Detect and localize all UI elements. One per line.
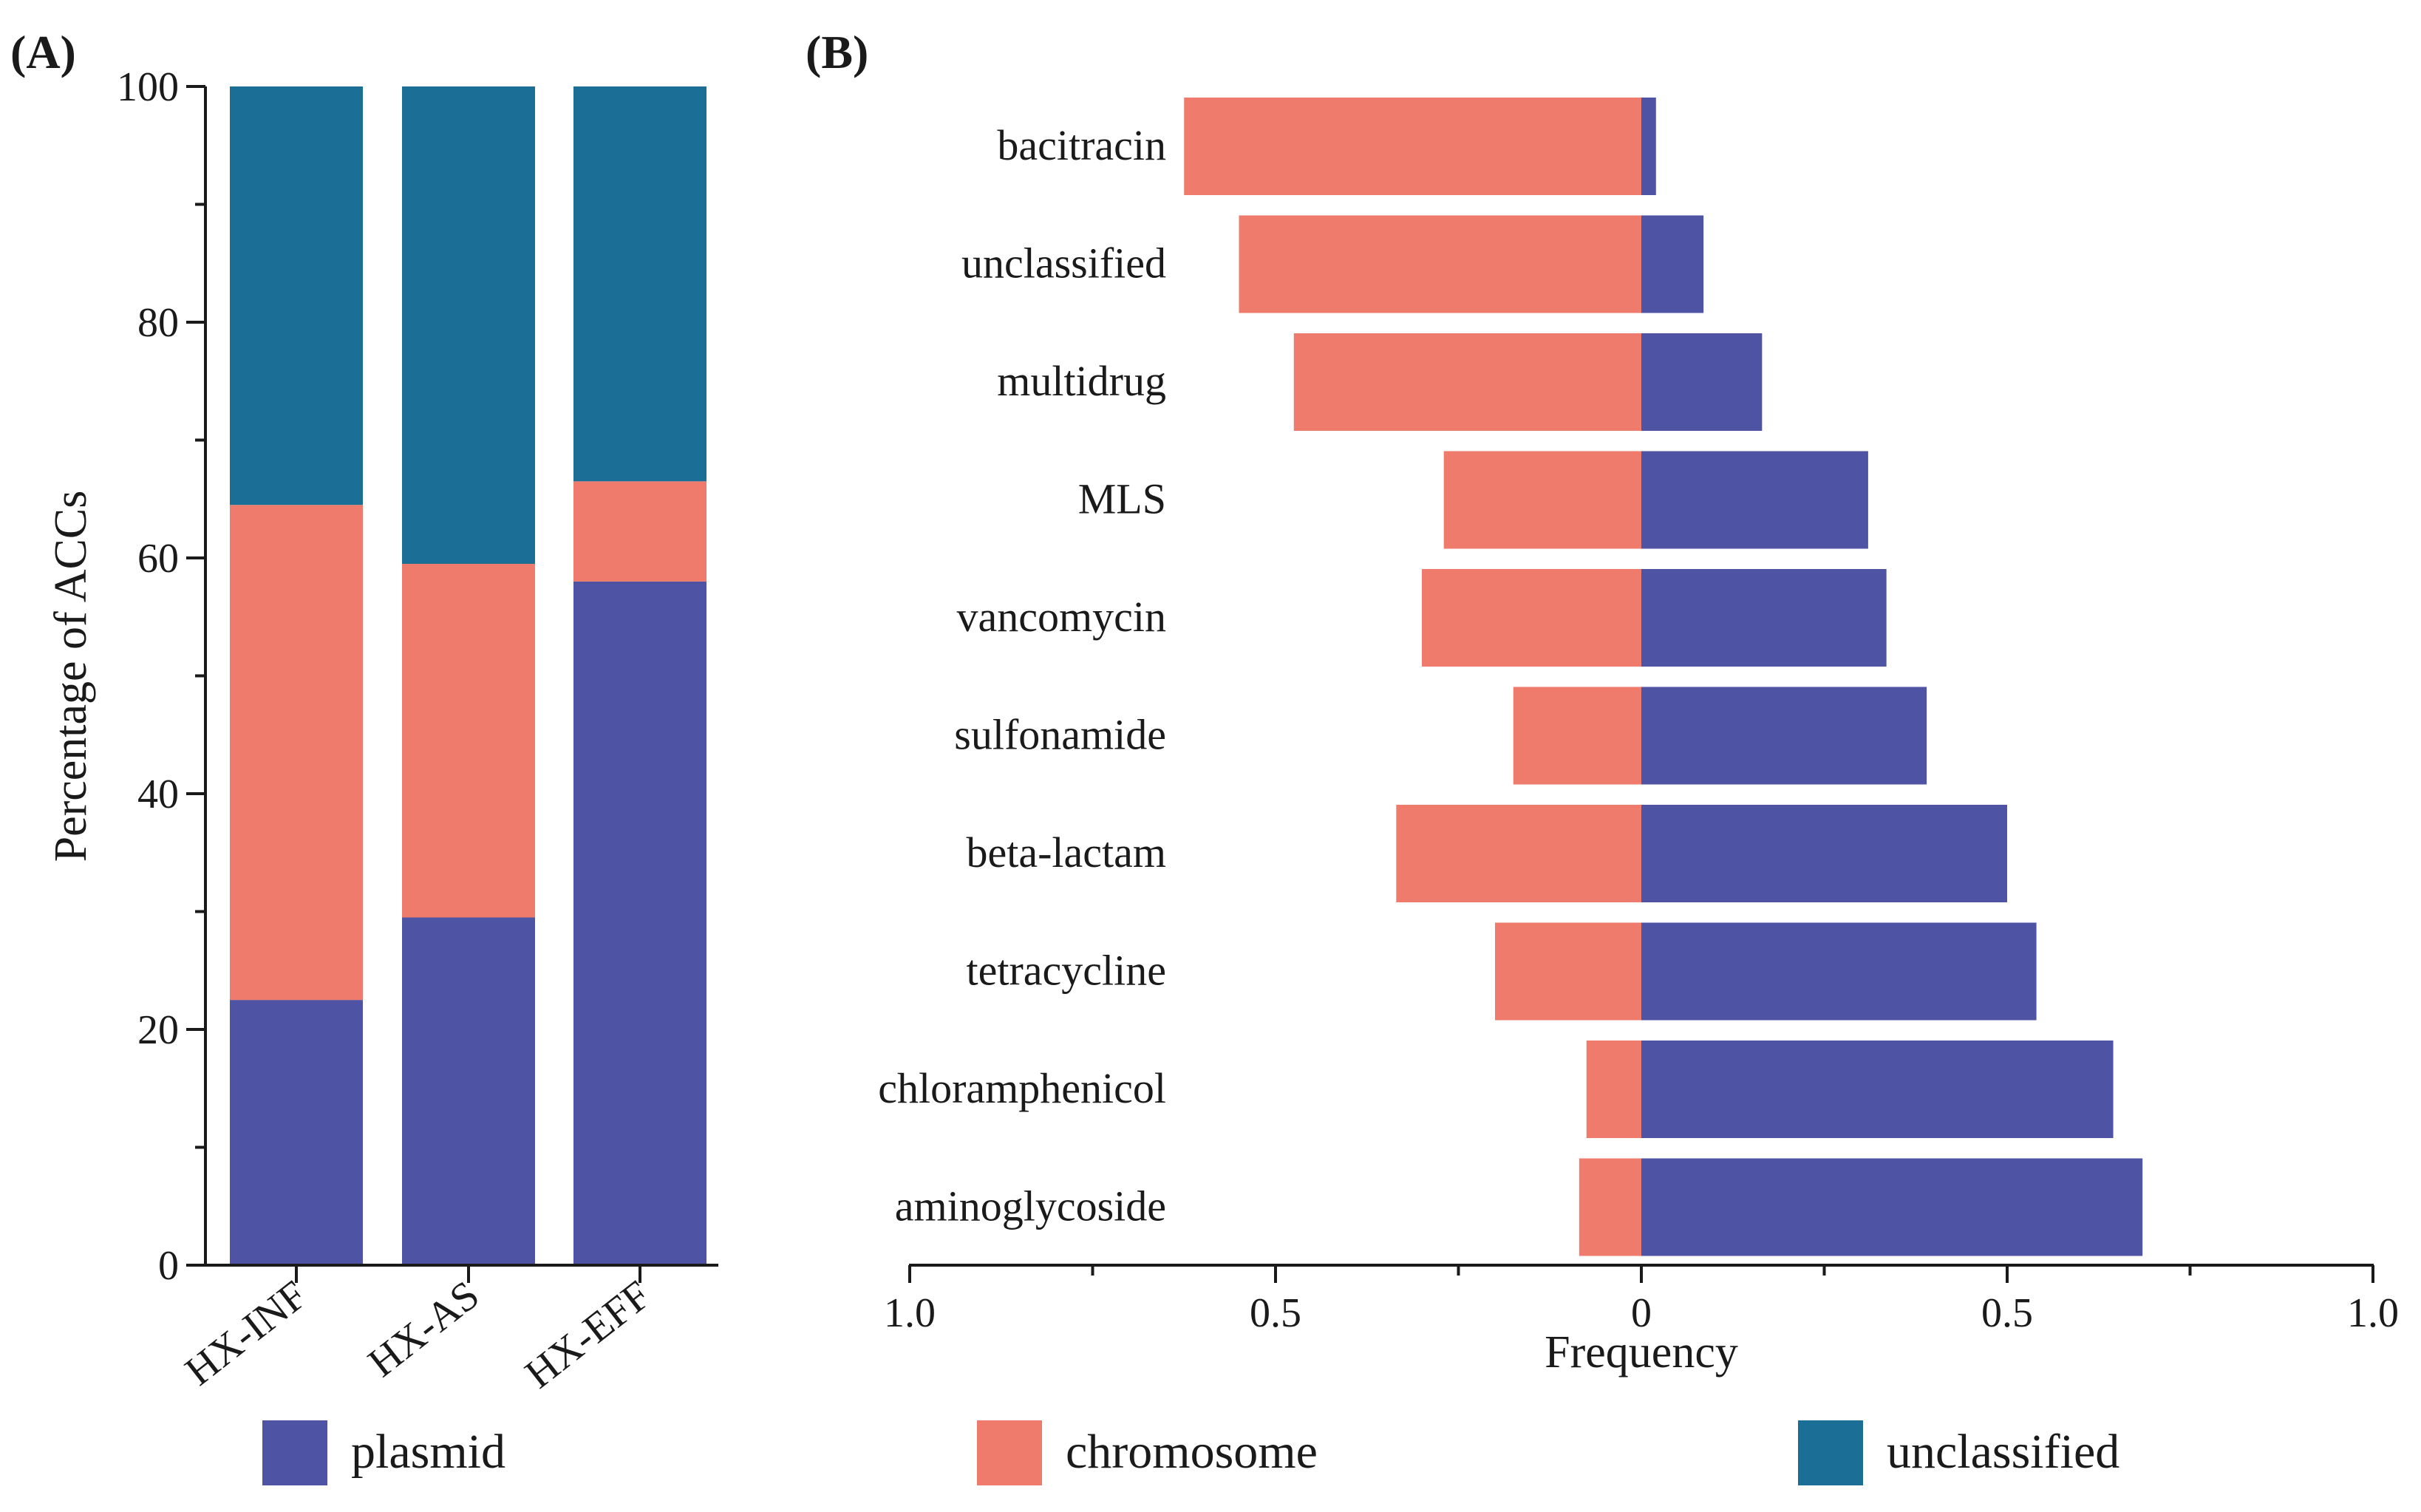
x-tick-label-hx-eff: HX-EFF bbox=[517, 1272, 659, 1397]
bar-beta-lactam-chromosome bbox=[1396, 805, 1641, 902]
bar-hx-as-chromosome bbox=[402, 563, 535, 918]
legend-label-unclassified: unclassified bbox=[1887, 1425, 2119, 1479]
category-label: sulfonamide bbox=[954, 711, 1166, 759]
legend-swatch-unclassified bbox=[1798, 1420, 1863, 1485]
x-tick-label-hx-inf: HX-INF bbox=[177, 1272, 316, 1394]
panel-b-label: (B) bbox=[806, 26, 868, 78]
x-tick-label: 0.5 bbox=[1250, 1290, 1301, 1336]
bar-mls-chromosome bbox=[1443, 451, 1641, 549]
panel-b-bars bbox=[1184, 98, 2143, 1256]
panel-b: (B) bacitracin unclassified multidrug MLS va… bbox=[806, 26, 2399, 1378]
bar-hx-inf-unclassified bbox=[230, 86, 363, 505]
panel-a: (A) 0 20 40 60 80 100 HX-INF HX-AS HX-EFF Perce… bbox=[10, 26, 718, 1397]
legend-label-chromosome: chromosome bbox=[1066, 1425, 1318, 1479]
panel-a-bars bbox=[230, 86, 706, 1265]
bar-beta-lactam-plasmid bbox=[1641, 805, 2007, 902]
bar-hx-eff-chromosome bbox=[573, 481, 706, 582]
panel-a-x-tick-labels: HX-INF HX-AS HX-EFF bbox=[177, 1265, 659, 1397]
legend: plasmid chromosome unclassified bbox=[262, 1420, 2119, 1485]
bar-vancomycin-chromosome bbox=[1422, 569, 1641, 667]
legend-label-plasmid: plasmid bbox=[351, 1425, 505, 1479]
legend-swatch-plasmid bbox=[262, 1420, 327, 1485]
panel-b-x-axis-title: Frequency bbox=[1545, 1327, 1738, 1378]
panel-b-category-labels: bacitracin unclassified multidrug MLS vancom… bbox=[878, 121, 1166, 1230]
panel-a-y-ticks: 0 20 40 60 80 100 bbox=[117, 64, 205, 1289]
bar-hx-eff-plasmid bbox=[573, 581, 706, 1265]
panel-b-x-ticks: 1.0 0.5 0 0.5 1.0 bbox=[884, 1265, 2399, 1336]
y-tick-label: 80 bbox=[137, 300, 179, 346]
category-label: MLS bbox=[1078, 475, 1166, 523]
x-tick-label: 0 bbox=[1631, 1290, 1652, 1336]
bar-chloramphenicol-chromosome bbox=[1586, 1041, 1641, 1138]
category-label: tetracycline bbox=[967, 947, 1167, 995]
legend-item-chromosome: chromosome bbox=[977, 1420, 1318, 1485]
x-tick-label: 0.5 bbox=[1981, 1290, 2033, 1336]
x-tick-label: 1.0 bbox=[2347, 1290, 2399, 1336]
bar-hx-inf-chromosome bbox=[230, 505, 363, 1001]
y-tick-label: 40 bbox=[137, 772, 179, 817]
legend-item-plasmid: plasmid bbox=[262, 1420, 505, 1485]
legend-item-unclassified: unclassified bbox=[1798, 1420, 2119, 1485]
bar-vancomycin-plasmid bbox=[1641, 569, 1887, 667]
bar-aminoglycoside-chromosome bbox=[1579, 1158, 1641, 1256]
bar-chloramphenicol-plasmid bbox=[1641, 1041, 2114, 1138]
panel-a-y-axis-title: Percentage of ACCs bbox=[46, 491, 96, 862]
bar-tetracycline-plasmid bbox=[1641, 922, 2037, 1021]
bar-bacitracin-chromosome bbox=[1184, 98, 1641, 195]
bar-sulfonamide-chromosome bbox=[1513, 687, 1641, 785]
bar-hx-as-unclassified bbox=[402, 86, 535, 564]
bar-unclassified-chromosome bbox=[1239, 215, 1641, 313]
category-label: unclassified bbox=[961, 239, 1166, 287]
category-label: vancomycin bbox=[957, 593, 1166, 641]
bar-mls-plasmid bbox=[1641, 451, 1868, 549]
bar-hx-inf-plasmid bbox=[230, 1000, 363, 1265]
category-label: chloramphenicol bbox=[878, 1064, 1166, 1112]
x-tick-label: 1.0 bbox=[884, 1290, 936, 1336]
bar-bacitracin-plasmid bbox=[1641, 98, 1656, 195]
bar-hx-as-plasmid bbox=[402, 917, 535, 1265]
bar-aminoglycoside-plasmid bbox=[1641, 1158, 2143, 1256]
bar-hx-eff-unclassified bbox=[573, 86, 706, 482]
bar-multidrug-plasmid bbox=[1641, 333, 1763, 431]
y-tick-label: 20 bbox=[137, 1007, 179, 1053]
bar-multidrug-chromosome bbox=[1293, 333, 1641, 431]
bar-unclassified-plasmid bbox=[1641, 215, 1704, 313]
category-label: bacitracin bbox=[997, 121, 1166, 169]
y-tick-label: 0 bbox=[158, 1243, 179, 1289]
category-label: multidrug bbox=[997, 357, 1166, 405]
panel-a-label: (A) bbox=[10, 26, 76, 78]
y-tick-label: 60 bbox=[137, 536, 179, 582]
y-tick-label: 100 bbox=[117, 64, 179, 110]
category-label: aminoglycoside bbox=[895, 1182, 1166, 1230]
category-label: beta-lactam bbox=[967, 828, 1167, 876]
bar-tetracycline-chromosome bbox=[1495, 922, 1641, 1021]
x-tick-label-hx-as: HX-AS bbox=[360, 1272, 488, 1386]
legend-swatch-chromosome bbox=[977, 1420, 1042, 1485]
bar-sulfonamide-plasmid bbox=[1641, 687, 1927, 785]
